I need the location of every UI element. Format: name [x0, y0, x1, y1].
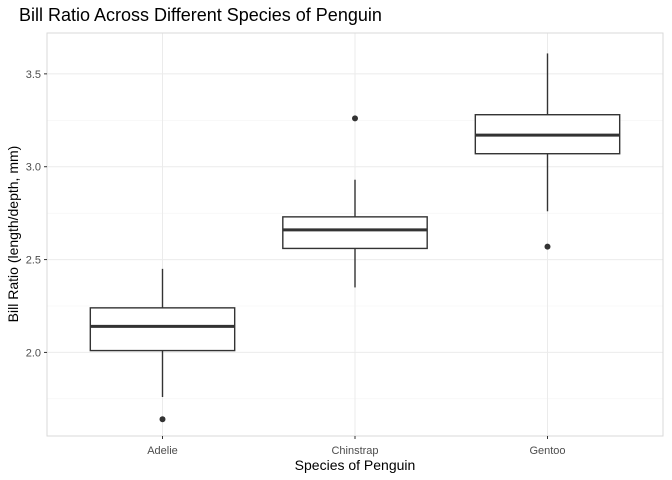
- y-tick-label: 3.5: [26, 69, 41, 81]
- x-tick-label: Adelie: [147, 445, 178, 457]
- interquartile-box: [282, 216, 428, 250]
- axis-layer: 2.0 2.5 3.0 3.5 Adelie Chinstrap Gentoo: [26, 69, 566, 457]
- y-tick-label: 2.0: [26, 347, 41, 359]
- x-tick-label: Chinstrap: [331, 445, 378, 457]
- outlier-point: [544, 243, 551, 250]
- x-tick-label: Gentoo: [529, 445, 565, 457]
- outlier-point: [352, 115, 358, 122]
- y-tick-label: 2.5: [26, 255, 41, 267]
- chart-title: Bill Ratio Across Different Species of P…: [19, 5, 382, 25]
- y-tick-label: 3.0: [26, 162, 41, 174]
- interquartile-box: [89, 307, 236, 352]
- x-axis-title: Species of Penguin: [295, 457, 416, 473]
- box-chinstrap: [282, 115, 428, 288]
- outlier-point: [159, 416, 166, 423]
- box-gentoo: [474, 53, 621, 250]
- box-adelie: [89, 268, 236, 423]
- y-axis-title: Bill Ratio (length/depth, mm): [5, 146, 21, 323]
- box-layer: [89, 53, 621, 423]
